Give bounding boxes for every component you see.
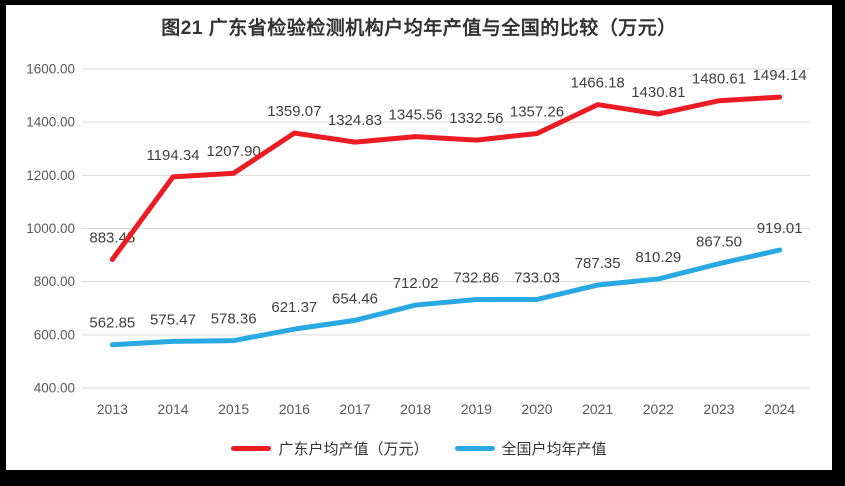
data-label-guangdong: 1357.26 [510,104,564,121]
y-axis-tick-label: 800.00 [34,274,75,289]
chart-title: 图21 广东省检验检测机构户均年产值与全国的比较（万元） [161,18,677,39]
data-label-national: 654.46 [332,290,378,307]
x-axis-tick-label: 2013 [97,401,128,417]
data-label-guangdong: 1345.56 [389,107,443,124]
y-axis-tick-label: 1000.00 [26,221,75,236]
x-axis-tick-label: 2022 [643,401,674,417]
data-label-national: 712.02 [393,275,439,292]
chart-canvas: 图21 广东省检验检测机构户均年产值与全国的比较（万元） 400.00 600.0… [6,5,832,470]
y-axis-tick-label: 1400.00 [26,115,75,130]
x-axis-tick-label: 2023 [703,401,734,417]
data-label-guangdong: 1480.61 [692,71,746,88]
data-label-national: 867.50 [696,234,742,251]
data-label-guangdong: 1430.81 [631,84,685,101]
x-axis-tick-label: 2021 [582,401,613,417]
data-label-national: 578.36 [211,311,257,328]
series-line-national [109,247,783,348]
legend-swatch-guangdong-line [231,446,272,451]
data-label-guangdong: 1494.14 [753,67,807,84]
y-axis-tick-label: 400.00 [34,381,75,396]
data-label-national: 575.47 [150,311,196,328]
legend-swatch-national-line [454,446,495,451]
data-label-guangdong: 1332.56 [449,110,503,127]
data-label-guangdong: 1324.83 [328,112,382,129]
y-axis-tick-label: 1200.00 [26,168,75,183]
data-label-guangdong: 1207.90 [207,143,261,160]
x-axis-tick-label: 2015 [218,401,249,417]
y-axis-tick-label: 600.00 [34,327,75,342]
legend-item-guangdong: 广东户均产值（万元） [231,438,429,459]
chart-legend: 广东户均产值（万元） 全国户均年产值 [6,438,832,459]
data-label-national: 733.03 [514,269,560,286]
x-axis-tick-label: 2020 [521,401,552,417]
series-line-guangdong [109,94,783,262]
legend-item-national: 全国户均年产值 [454,438,607,459]
data-label-national: 621.37 [271,299,317,316]
data-label-guangdong: 1466.18 [571,75,625,92]
data-label-guangdong: 1194.34 [146,147,199,164]
x-axis-tick-label: 2017 [339,401,370,417]
x-axis-tick-label: 2019 [461,401,492,417]
data-label-national: 562.85 [89,315,135,332]
x-axis-tick-label: 2014 [157,401,188,417]
y-axis-tick-label: 1600.00 [26,62,75,77]
legend-label-guangdong: 广东户均产值（万元） [278,441,429,458]
x-axis-tick-label: 2016 [279,401,310,417]
line-chart-plot-area: 400.00 600.00 800.00 1000.00 1200.00 1400.00 1… [26,62,810,417]
data-label-national: 919.01 [757,220,803,237]
data-label-national: 732.86 [453,270,499,287]
x-axis-tick-label: 2024 [764,401,795,417]
x-axis-tick-label: 2018 [400,401,431,417]
legend-label-national: 全国户均年产值 [501,441,607,458]
data-label-national: 787.35 [575,255,621,272]
data-label-guangdong: 1359.07 [267,103,321,120]
data-label-national: 810.29 [635,249,681,266]
